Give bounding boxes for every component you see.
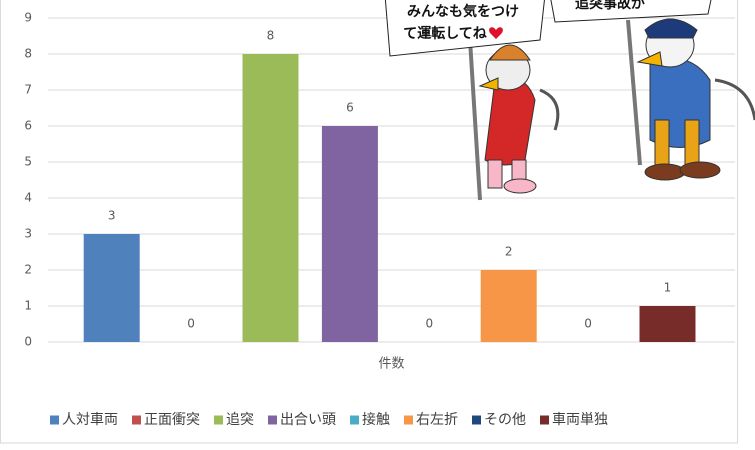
legend-label: 人対車両 — [62, 411, 118, 428]
bar — [640, 306, 696, 342]
legend-marker — [50, 416, 59, 425]
y-tick-label: 7 — [24, 83, 32, 97]
sign-text: みんなも気をつけ — [407, 3, 519, 20]
legend-marker — [540, 416, 549, 425]
legend-label: 出合い頭 — [280, 412, 336, 428]
data-label: 0 — [187, 317, 195, 331]
chart: 0 1 2 3 4 5 6 7 8 9 件数 3 0 8 6 0 2 0 1 人対車両 正面衝突 追突 出合い頭 接触 右左折… — [0, 0, 755, 450]
y-tick-label: 4 — [24, 191, 32, 205]
legend-marker — [404, 416, 413, 425]
y-tick-label: 3 — [24, 227, 32, 241]
legend-label: 正面衝突 — [144, 412, 200, 428]
data-label: 0 — [584, 317, 592, 331]
legend-label: 車両単独 — [552, 411, 608, 428]
sign-text: て運転してね — [403, 25, 487, 42]
bar — [84, 234, 140, 342]
legend-label: 接触 — [362, 411, 390, 428]
data-label: 6 — [346, 101, 354, 115]
legend-marker — [132, 416, 141, 425]
sign-text: 追突事故が — [575, 0, 646, 12]
bar — [243, 54, 299, 342]
y-tick-label: 1 — [24, 299, 32, 313]
data-label: 0 — [425, 317, 433, 331]
y-tick-label: 6 — [24, 119, 32, 133]
y-tick-label: 0 — [24, 335, 32, 349]
data-label: 3 — [108, 209, 116, 223]
legend-label: 右左折 — [416, 412, 458, 428]
legend-marker — [350, 416, 359, 425]
legend-marker — [214, 416, 223, 425]
y-tick-label: 9 — [24, 11, 32, 25]
data-label: 1 — [664, 281, 672, 295]
x-tick-label: 件数 — [378, 357, 404, 372]
data-label: 2 — [505, 245, 513, 259]
legend-marker — [472, 416, 481, 425]
legend-label: 追突 — [226, 412, 254, 428]
y-tick-label: 5 — [24, 155, 32, 169]
y-tick-label: 2 — [24, 263, 32, 277]
bar — [481, 270, 537, 342]
legend-label: その他 — [484, 412, 526, 428]
legend-marker — [268, 416, 277, 425]
y-tick-label: 8 — [24, 47, 32, 61]
data-label: 8 — [267, 29, 275, 43]
bar — [322, 126, 378, 342]
